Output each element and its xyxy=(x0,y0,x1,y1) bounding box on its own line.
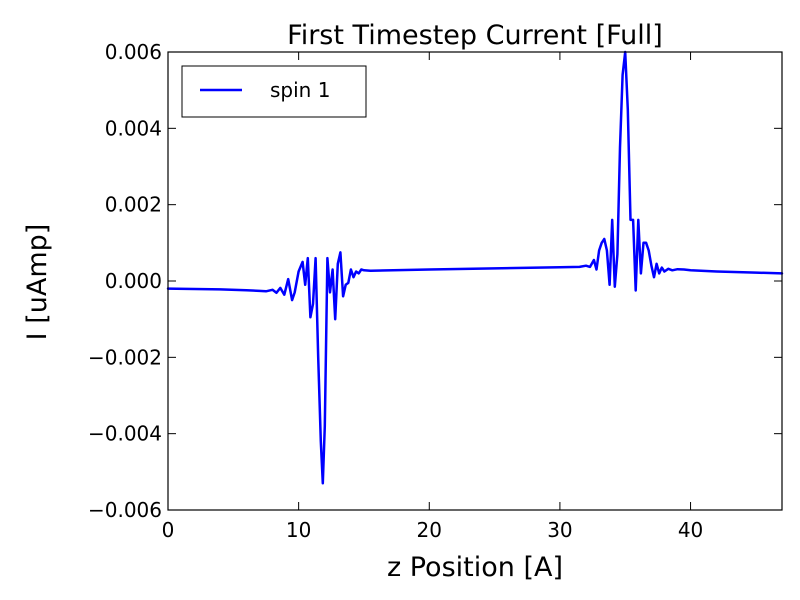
plot-area: 0 10 20 30 40 0.006 0.004 0.002 0.000 −0.002 −0.00… xyxy=(88,40,784,542)
y-tick-label: −0.004 xyxy=(88,422,162,446)
x-tick-label: 30 xyxy=(547,518,572,542)
y-axis-label: I [uAmp] xyxy=(22,224,53,341)
y-tick-label: −0.002 xyxy=(88,345,162,369)
x-tick-label: 20 xyxy=(417,518,442,542)
x-axis-label: z Position [A] xyxy=(387,552,563,583)
legend-label: spin 1 xyxy=(270,78,330,102)
y-tick-label: 0.006 xyxy=(105,40,162,64)
series-line-1 xyxy=(166,50,784,485)
x-tick-label: 40 xyxy=(678,518,703,542)
y-tick-label: 0.004 xyxy=(105,116,162,140)
legend-box xyxy=(181,65,367,118)
y-tick-label: 0.002 xyxy=(105,193,162,217)
chart-title: First Timestep Current [Full] xyxy=(287,20,663,51)
x-tick-label: 10 xyxy=(286,518,311,542)
x-tick-label: 0 xyxy=(162,518,175,542)
y-tick-label: 0.000 xyxy=(105,269,162,293)
y-tick-label: −0.006 xyxy=(88,498,162,522)
